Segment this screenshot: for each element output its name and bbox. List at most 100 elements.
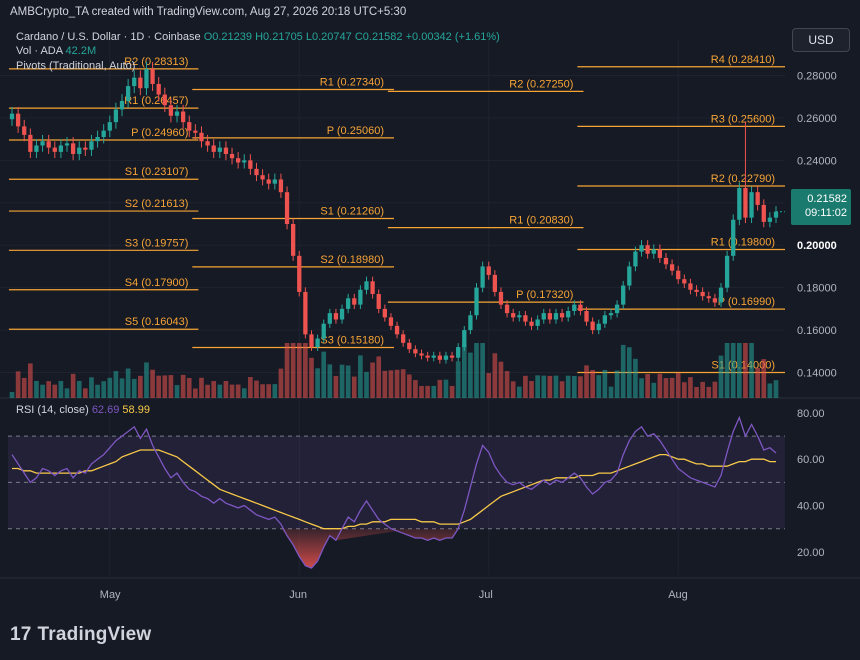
ohlc-low: L0.20747	[305, 31, 352, 43]
volume-bar	[364, 371, 369, 398]
candle-body	[132, 77, 137, 87]
volume-bar	[321, 351, 327, 398]
candle-body	[523, 315, 528, 322]
rsi-axis-tick-label: 40.00	[797, 501, 825, 513]
volume-bar	[419, 385, 424, 398]
volume-bar	[162, 375, 168, 398]
candle-body	[474, 287, 479, 316]
candle-body	[645, 245, 650, 254]
volume-bar	[260, 384, 265, 398]
volume-bar	[394, 369, 400, 398]
volume-bar	[663, 378, 669, 398]
volume-bar	[278, 368, 284, 398]
currency-button[interactable]: USD	[792, 28, 850, 52]
volume-bar	[248, 377, 253, 398]
volume-bar	[743, 343, 748, 398]
pivot-label: S3 (0.19757)	[125, 237, 189, 249]
volume-bar	[767, 383, 773, 398]
volume-bar	[309, 357, 314, 398]
candle-body	[627, 266, 632, 286]
candle-body	[669, 264, 675, 271]
candle-body	[511, 313, 516, 318]
volume-bar	[138, 375, 143, 398]
volume-bar	[193, 388, 198, 398]
volume-legend[interactable]: Vol · ADA 42.2M	[16, 45, 96, 57]
candle-body	[272, 179, 277, 184]
volume-bar	[113, 371, 119, 398]
volume-bar	[578, 376, 583, 398]
candle-body	[614, 304, 620, 314]
volume-bar	[150, 369, 155, 398]
candle-body	[211, 145, 216, 152]
volume-bar	[199, 377, 204, 398]
candle-body	[101, 130, 106, 137]
rsi-band-fill	[8, 436, 785, 529]
candle-body	[358, 289, 363, 305]
candle-body	[248, 160, 253, 169]
candle-body	[547, 313, 552, 320]
volume-bar	[15, 371, 21, 398]
pivots-legend[interactable]: Pivots (Traditional, Auto)	[16, 60, 136, 72]
candle-body	[529, 321, 534, 326]
candle-body	[370, 281, 375, 295]
volume-bar	[669, 377, 675, 398]
candle-body	[492, 274, 497, 292]
volume-bar	[52, 384, 58, 398]
tradingview-logo[interactable]: 17 TradingView	[10, 624, 151, 646]
volume-bar	[205, 384, 210, 398]
volume-bar	[455, 361, 461, 398]
candle-body	[388, 317, 394, 326]
volume-bar	[431, 385, 437, 398]
pivot-label: R1 (0.26457)	[124, 95, 188, 107]
volume-bar	[131, 378, 137, 398]
candle-body	[174, 111, 180, 116]
rsi-legend[interactable]: RSI (14, close) 62.69 58.99	[16, 404, 150, 416]
volume-bar	[706, 386, 712, 398]
volume-bar	[217, 384, 223, 398]
candle-body	[633, 251, 638, 267]
candle-body	[596, 323, 601, 331]
volume-bar	[565, 375, 571, 398]
candle-body	[40, 141, 45, 146]
volume-bar	[168, 375, 174, 398]
candle-body	[352, 298, 357, 305]
time-axis-tick-label: May	[100, 589, 121, 601]
candle-body	[449, 355, 455, 358]
candle-body	[205, 141, 210, 146]
candle-body	[553, 313, 559, 320]
rsi-line	[11, 415, 777, 569]
candle-body	[498, 291, 504, 305]
candle-body	[89, 141, 94, 150]
volume-bar	[89, 377, 94, 398]
volume-bar	[266, 384, 272, 398]
ohlc-high: H0.21705	[255, 31, 303, 43]
volume-bar	[730, 343, 736, 398]
candle-body	[468, 315, 473, 331]
pivot-label: S3 (0.15180)	[320, 334, 384, 346]
pivot-label: S1 (0.21260)	[320, 205, 384, 217]
candle-body	[22, 126, 27, 135]
pivot-label: S5 (0.16043)	[125, 316, 189, 328]
volume-bar	[125, 368, 131, 398]
volume-bar	[333, 375, 339, 398]
bar-countdown: 09:11:02	[804, 207, 847, 219]
volume-bar	[186, 378, 192, 398]
candle-body	[663, 257, 669, 265]
volume-bar	[675, 372, 681, 398]
rsi-axis-tick-label: 20.00	[797, 547, 825, 559]
volume-bar	[737, 343, 742, 398]
volume-bar	[174, 385, 180, 398]
volume-bar	[773, 380, 779, 398]
volume-bar	[95, 384, 100, 398]
candle-body	[70, 143, 76, 154]
candle-body	[706, 296, 711, 299]
volume-bar	[413, 380, 418, 398]
candle-body	[382, 308, 387, 318]
candle-body	[559, 313, 565, 318]
candle-body	[58, 145, 64, 152]
author-line: AMBCrypto_TA created with TradingView.co…	[10, 6, 407, 18]
symbol-line: Cardano / U.S. Dollar · 1D · Coinbase O0…	[16, 31, 500, 43]
volume-bar	[156, 375, 162, 398]
candle-body	[125, 86, 131, 101]
